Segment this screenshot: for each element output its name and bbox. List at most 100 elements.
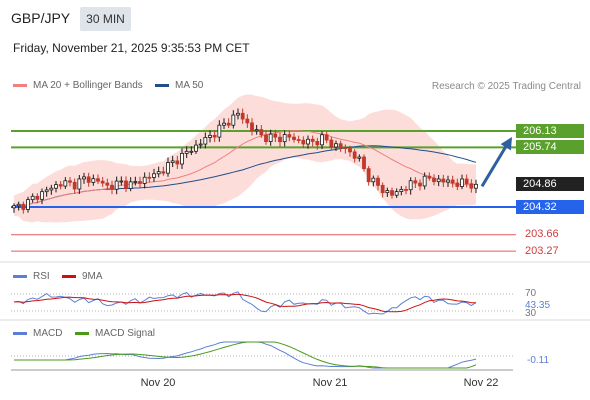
candle-body — [30, 195, 35, 201]
candle-body — [40, 191, 44, 200]
candle — [450, 175, 455, 188]
legend-rsi-ma: 9MA — [62, 271, 103, 282]
rsi-swatch — [13, 275, 27, 278]
candle — [436, 174, 441, 187]
candle — [338, 140, 343, 153]
candle — [362, 154, 366, 172]
candle-body — [72, 181, 77, 190]
legend-ma50-label: MA 50 — [175, 80, 204, 91]
legend-macd-signal-label: MACD Signal — [95, 328, 156, 339]
candle-body — [404, 189, 408, 191]
candle — [12, 203, 16, 213]
candle-body — [54, 184, 58, 189]
legend-ma20-label: MA 20 + Bollinger Bands — [33, 80, 143, 91]
candle-body — [427, 175, 432, 179]
candle — [422, 172, 427, 190]
candle — [54, 181, 58, 193]
candle-body — [469, 183, 474, 189]
candle-body — [273, 133, 278, 138]
candle — [446, 175, 450, 188]
candle-body — [105, 182, 110, 186]
candle — [441, 174, 446, 188]
candle-body — [208, 134, 212, 138]
candle-body — [231, 114, 236, 126]
x-tick-nov-20: Nov 20 — [140, 377, 176, 389]
candle — [72, 178, 77, 194]
candle — [245, 114, 250, 128]
candle — [464, 174, 469, 188]
candle — [180, 148, 184, 170]
candle — [413, 177, 418, 188]
candle-body — [170, 160, 175, 163]
candle-body — [114, 180, 119, 190]
candle-body — [222, 122, 226, 126]
candle-body — [68, 180, 72, 183]
rsi-panel — [13, 291, 477, 315]
candle — [348, 145, 352, 157]
candle-body — [44, 189, 49, 193]
candle-body — [161, 171, 166, 174]
candle-body — [245, 118, 250, 124]
candle — [212, 130, 217, 143]
candle — [432, 174, 436, 186]
candle — [21, 201, 26, 214]
candle-body — [212, 134, 217, 138]
candle — [296, 135, 301, 144]
candle — [357, 154, 362, 162]
candle-body — [278, 136, 282, 143]
legend-macd-signal: MACD Signal — [75, 328, 155, 339]
macd-signal-line — [14, 341, 477, 369]
candle-body — [418, 182, 422, 187]
rsi-ma-swatch — [62, 275, 76, 278]
candle — [114, 176, 119, 195]
candle — [292, 133, 296, 143]
candle — [86, 172, 91, 187]
candle — [222, 118, 226, 130]
candle-body — [446, 179, 450, 183]
candle-body — [91, 178, 96, 183]
ma20-line — [13, 130, 477, 208]
candle — [399, 186, 404, 196]
legend-rsi: RSI — [13, 271, 50, 282]
candle — [147, 172, 152, 183]
candle — [352, 149, 357, 163]
candle — [301, 136, 306, 149]
candle — [105, 178, 110, 190]
candle-body — [394, 191, 399, 196]
candle — [170, 155, 175, 168]
candle — [282, 130, 287, 147]
candle — [469, 179, 474, 193]
candle-body — [240, 112, 245, 120]
candle-body — [455, 182, 460, 187]
candle-body — [464, 178, 469, 185]
candle-body — [296, 139, 301, 141]
candle-body — [385, 190, 390, 194]
candle — [320, 131, 324, 149]
candle-body — [310, 138, 315, 142]
last-price-tag: 204.86 — [516, 177, 584, 191]
candle-body — [357, 156, 362, 159]
candle — [175, 155, 180, 169]
candle — [343, 144, 348, 154]
candle-body — [324, 134, 329, 141]
candle-body — [282, 134, 287, 143]
timeframe-badge[interactable]: 30 MIN — [80, 7, 131, 31]
candle-body — [390, 190, 394, 196]
candle — [30, 193, 35, 203]
candle-body — [315, 141, 320, 146]
candle — [376, 175, 380, 191]
candle — [189, 146, 194, 156]
x-tick-nov-22: Nov 22 — [463, 377, 499, 389]
candle-body — [12, 205, 16, 209]
candle — [226, 118, 231, 129]
candle-body — [226, 122, 231, 126]
candle — [100, 176, 105, 187]
candle-body — [100, 180, 105, 184]
ma50-swatch — [155, 84, 169, 87]
candle-body — [86, 176, 91, 183]
candle-body — [306, 138, 310, 145]
candle — [26, 196, 30, 213]
candle — [91, 174, 96, 186]
candle-body — [264, 134, 268, 142]
candle-body — [156, 171, 161, 175]
